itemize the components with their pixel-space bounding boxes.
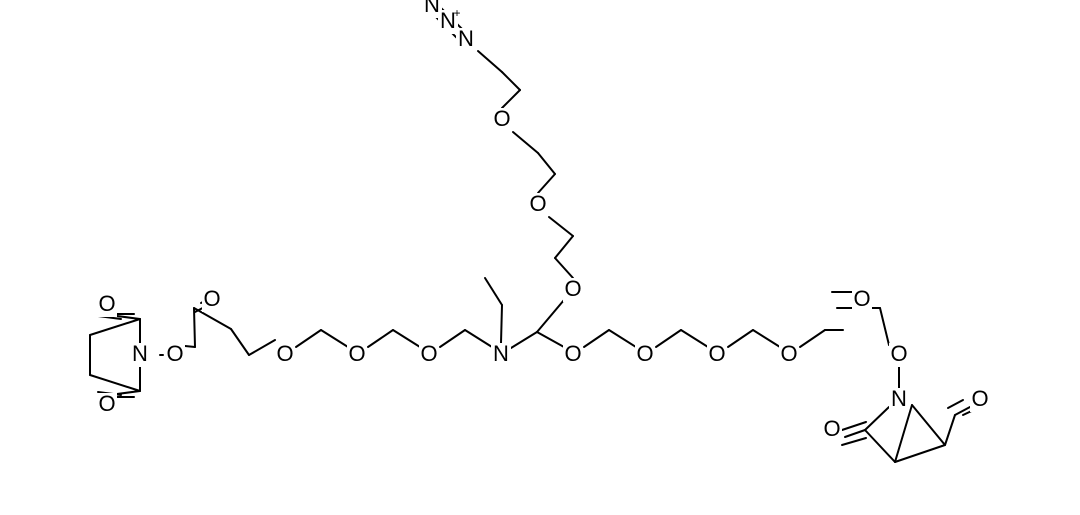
atom-O-b4: O [853,286,870,311]
bond [502,72,520,90]
atom-N-az3: N [424,0,440,17]
bond [865,407,889,430]
bond [753,330,780,347]
bond [945,415,955,445]
atom-O-a3: O [166,341,183,366]
bond [465,330,492,347]
bond [800,330,825,347]
bond [842,422,866,430]
bond [880,308,889,345]
atom-O-c7: O [780,341,797,366]
bond [865,430,895,462]
atom-O-v3: O [493,106,510,131]
bond [537,332,564,347]
bond [440,330,465,347]
atom-O-c4: O [564,341,581,366]
atom-O-a1: O [98,291,115,316]
bond [501,305,502,343]
bond [948,400,963,408]
bond [117,391,140,394]
bond [549,217,573,236]
atom-O-v2: O [529,191,546,216]
atom-N-c: N [493,341,509,366]
atom-O-c3: O [420,341,437,366]
atom-O-v1: O [564,276,581,301]
bond [90,375,140,391]
charge-N-az3: − [418,0,425,6]
bond [485,278,502,305]
molecule-diagram: OONOOOOONOOOOOONOOOOONNN+− [0,0,1080,515]
bond [842,438,866,445]
atom-O-b2: O [971,386,988,411]
atom-O-c5: O [636,341,653,366]
bond [584,330,609,347]
atom-N-a: N [132,341,148,366]
charge-N-az2: + [453,6,460,20]
bond [478,51,502,72]
bond [249,340,275,355]
atom-N-az1: N [458,26,474,51]
bond [895,445,945,462]
bond [296,330,321,347]
bond [368,330,393,347]
bond [90,319,140,335]
bond [231,329,249,355]
bond [513,132,538,153]
atom-O-b1: O [823,416,840,441]
bond [609,330,636,347]
bond [912,405,945,445]
bond [845,430,865,437]
bond [511,332,537,348]
atom-O-a4: O [203,286,220,311]
atom-O-c2: O [348,341,365,366]
bond [728,330,753,347]
bond [321,330,348,347]
atom-O-c1: O [276,341,293,366]
bond [194,308,195,347]
bond [895,405,912,462]
atom-O-b3: O [890,341,907,366]
bond [538,153,555,174]
bond [393,330,420,347]
bond [681,330,708,347]
bond [537,300,564,332]
bond [656,330,681,347]
bond [555,236,573,258]
atom-N-b: N [891,386,907,411]
atom-O-a2: O [98,391,115,416]
atom-O-c6: O [708,341,725,366]
